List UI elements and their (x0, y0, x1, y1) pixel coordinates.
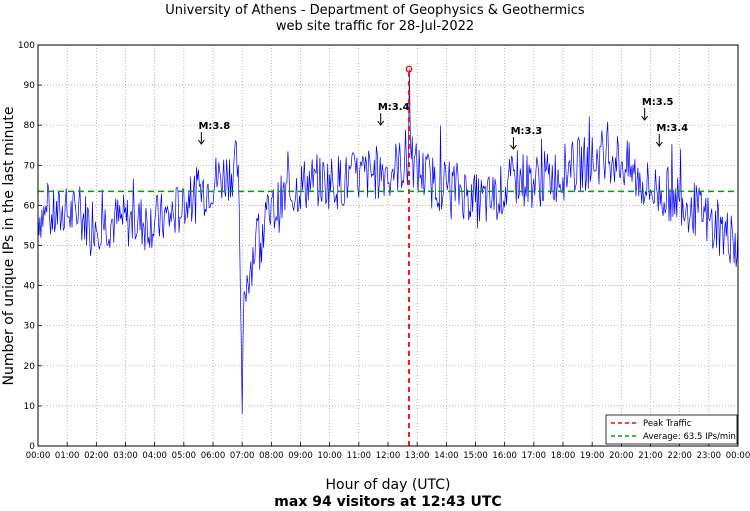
y-tick-label: 60 (24, 201, 36, 211)
y-tick-label: 80 (24, 121, 36, 131)
y-axis-label: Number of unique IPs in the last minute (1, 107, 17, 386)
y-tick-label: 70 (24, 161, 36, 171)
quake-label: M:3.8 (198, 121, 230, 132)
y-tick-label: 100 (18, 41, 35, 51)
x-tick-label: 20:00 (609, 451, 634, 461)
x-tick-label: 00:00 (26, 451, 51, 461)
x-tick-label: 00:00 (726, 451, 750, 461)
legend: Peak Traffic Average: 63.5 IPs/min (605, 414, 738, 445)
chart-title-line-1: University of Athens - Department of Geo… (165, 3, 585, 18)
peak-marker (405, 65, 413, 73)
grid-lines (37, 44, 739, 447)
x-tick-label: 05:00 (172, 451, 197, 461)
x-tick-label: 09:00 (288, 451, 313, 461)
legend-average-label: Average: 63.5 IPs/min (643, 432, 736, 442)
x-tick-label: 13:00 (405, 451, 430, 461)
legend-box (605, 414, 738, 445)
chart-title-line-2: web site traffic for 28-Jul-2022 (276, 19, 474, 34)
x-tick-label: 04:00 (142, 451, 167, 461)
quake-arrow-head (510, 144, 517, 150)
y-tick-label: 20 (24, 362, 36, 372)
series-layer (37, 69, 739, 414)
x-tick-label: 23:00 (697, 451, 722, 461)
x-tick-label: 19:00 (580, 451, 605, 461)
quake-arrow-head (377, 120, 385, 126)
x-tick-label: 17:00 (522, 451, 547, 461)
y-tick-label: 40 (24, 282, 36, 292)
y-tick-label: 10 (24, 402, 36, 412)
x-tick-label: 01:00 (55, 451, 80, 461)
x-tick-label: 07:00 (230, 451, 255, 461)
x-tick-label: 18:00 (551, 451, 576, 461)
traffic-series-line (37, 69, 739, 414)
quake-label: M:3.5 (642, 97, 674, 108)
x-tick-label: 15:00 (463, 451, 488, 461)
reference-lines (38, 65, 738, 446)
x-tick-label: 21:00 (638, 451, 663, 461)
x-tick-label: 06:00 (201, 451, 226, 461)
x-tick-label: 22:00 (667, 451, 692, 461)
y-tick-label: 30 (24, 322, 36, 332)
x-tick-label: 08:00 (259, 451, 284, 461)
x-tick-label: 14:00 (434, 451, 459, 461)
x-tick-label: 02:00 (84, 451, 109, 461)
x-tick-label: 11:00 (347, 451, 372, 461)
x-tick-label: 16:00 (492, 451, 517, 461)
x-tick-label: 03:00 (113, 451, 138, 461)
earthquake-annotations: M:3.8 M:3.4 M:3.3 M:3.5 M:3.4 (197, 97, 688, 150)
y-tick-label: 0 (29, 442, 35, 452)
quake-arrow-head (197, 139, 205, 145)
plot-frame (37, 44, 739, 447)
quake-arrow-head (655, 141, 663, 147)
x-tick-label: 12:00 (376, 451, 401, 461)
x-tick-labels: 00:00 01:00 02:00 03:00 04:00 05:00 06:00 07:00… (26, 451, 750, 461)
peak-summary: max 94 visitors at 12:43 UTC (274, 494, 501, 510)
y-tick-labels: 0 10 20 30 40 50 60 70 80 90 100 (18, 41, 35, 452)
quake-label: M:3.4 (378, 102, 410, 113)
y-tick-label: 50 (24, 242, 36, 252)
quake-label: M:3.3 (511, 126, 543, 137)
quake-arrow-head (641, 115, 649, 121)
x-axis-label: Hour of day (UTC) (326, 477, 451, 493)
y-tick-label: 90 (24, 81, 36, 91)
x-tick-label: 10:00 (317, 451, 342, 461)
quake-label: M:3.4 (656, 123, 688, 134)
legend-peak-label: Peak Traffic (643, 419, 692, 429)
